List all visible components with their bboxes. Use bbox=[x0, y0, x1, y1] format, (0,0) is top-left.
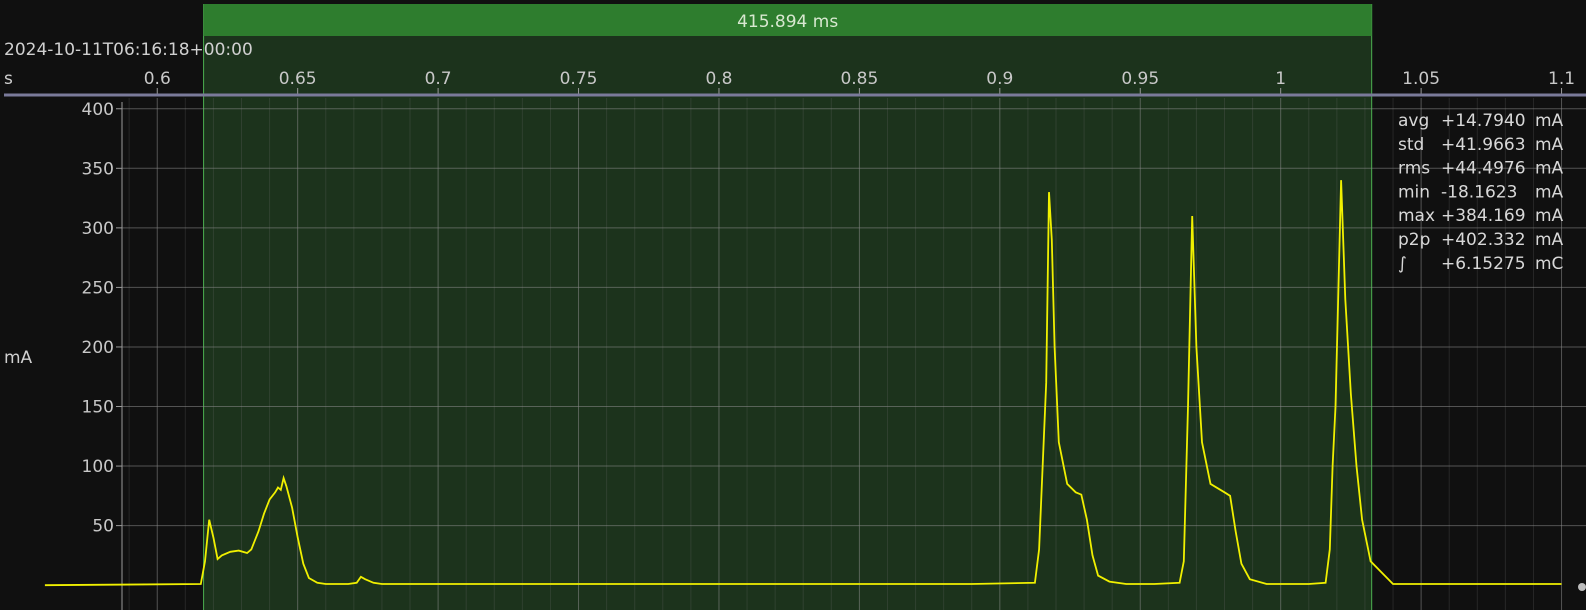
stat-name: rms bbox=[1398, 159, 1430, 179]
y-tick-label: 150 bbox=[82, 398, 114, 418]
stat-unit: mA bbox=[1535, 230, 1564, 250]
stat-value: +384.169 bbox=[1441, 206, 1526, 226]
stat-row: rms +44.4976 mA bbox=[1398, 159, 1564, 179]
x-tick-label: 1.1 bbox=[1548, 69, 1575, 89]
stat-name: max bbox=[1398, 206, 1435, 226]
stat-value: -18.1623 bbox=[1441, 182, 1517, 202]
y-tick-label: 300 bbox=[82, 219, 114, 239]
stat-row: min -18.1623 mA bbox=[1398, 182, 1564, 202]
stat-unit: mA bbox=[1535, 111, 1564, 131]
stat-value: +6.15275 bbox=[1441, 254, 1526, 274]
stat-value: +14.7940 bbox=[1441, 111, 1526, 131]
trace-end-marker[interactable] bbox=[1578, 583, 1586, 591]
stat-value: +402.332 bbox=[1441, 230, 1526, 250]
stat-name: ∫ bbox=[1398, 254, 1407, 274]
y-tick-label: 400 bbox=[82, 100, 114, 120]
x-tick-label: 0.9 bbox=[986, 69, 1013, 89]
timestamp-label: 2024-10-11T06:16:18+00:00 bbox=[4, 40, 253, 60]
y-tick-label: 100 bbox=[82, 457, 114, 477]
x-tick-label: 0.85 bbox=[840, 69, 878, 89]
stat-row: p2p +402.332 mA bbox=[1398, 230, 1564, 250]
x-axis[interactable]: 0.6 0.65 0.7 0.75 0.8 0.85 0.9 0.95 1 1.05 1.1 bbox=[144, 69, 1575, 95]
stat-row: std +41.9663 mA bbox=[1398, 135, 1564, 155]
x-tick-label: 0.95 bbox=[1121, 69, 1159, 89]
y-axis[interactable]: 50 100 150 200 250 300 350 400 bbox=[82, 100, 123, 610]
x-tick-label: 1 bbox=[1275, 69, 1286, 89]
y-axis-unit-label: mA bbox=[4, 348, 33, 368]
selection-duration-bar[interactable] bbox=[203, 4, 1372, 36]
stat-name: std bbox=[1398, 135, 1424, 155]
y-tick-label: 350 bbox=[82, 159, 114, 179]
stat-value: +44.4976 bbox=[1441, 159, 1526, 179]
x-tick-label: 0.75 bbox=[560, 69, 598, 89]
current-trace bbox=[44, 180, 1562, 587]
stat-unit: mA bbox=[1535, 206, 1564, 226]
y-tick-label: 250 bbox=[82, 278, 114, 298]
y-tick-label: 50 bbox=[92, 517, 114, 537]
selection-duration-label: 415.894 ms bbox=[737, 12, 838, 32]
x-tick-label: 0.7 bbox=[425, 69, 452, 89]
x-tick-label: 0.8 bbox=[705, 69, 732, 89]
stat-name: avg bbox=[1398, 111, 1429, 131]
stat-unit: mA bbox=[1535, 182, 1564, 202]
stat-row: max +384.169 mA bbox=[1398, 206, 1564, 226]
stat-value: +41.9663 bbox=[1441, 135, 1526, 155]
x-tick-label: 0.65 bbox=[279, 69, 317, 89]
stat-row: ∫ +6.15275 mC bbox=[1398, 254, 1563, 274]
x-tick-label: 0.6 bbox=[144, 69, 171, 89]
stat-unit: mA bbox=[1535, 135, 1564, 155]
stat-name: min bbox=[1398, 182, 1430, 202]
stat-unit: mC bbox=[1535, 254, 1563, 274]
y-tick-label: 200 bbox=[82, 338, 114, 358]
grid bbox=[122, 98, 1586, 610]
stat-unit: mA bbox=[1535, 159, 1564, 179]
x-tick-label: 1.05 bbox=[1402, 69, 1440, 89]
selection-region[interactable] bbox=[203, 4, 1372, 610]
stat-name: p2p bbox=[1398, 230, 1430, 250]
stat-row: avg +14.7940 mA bbox=[1398, 111, 1564, 131]
x-axis-unit-label: s bbox=[4, 69, 13, 89]
